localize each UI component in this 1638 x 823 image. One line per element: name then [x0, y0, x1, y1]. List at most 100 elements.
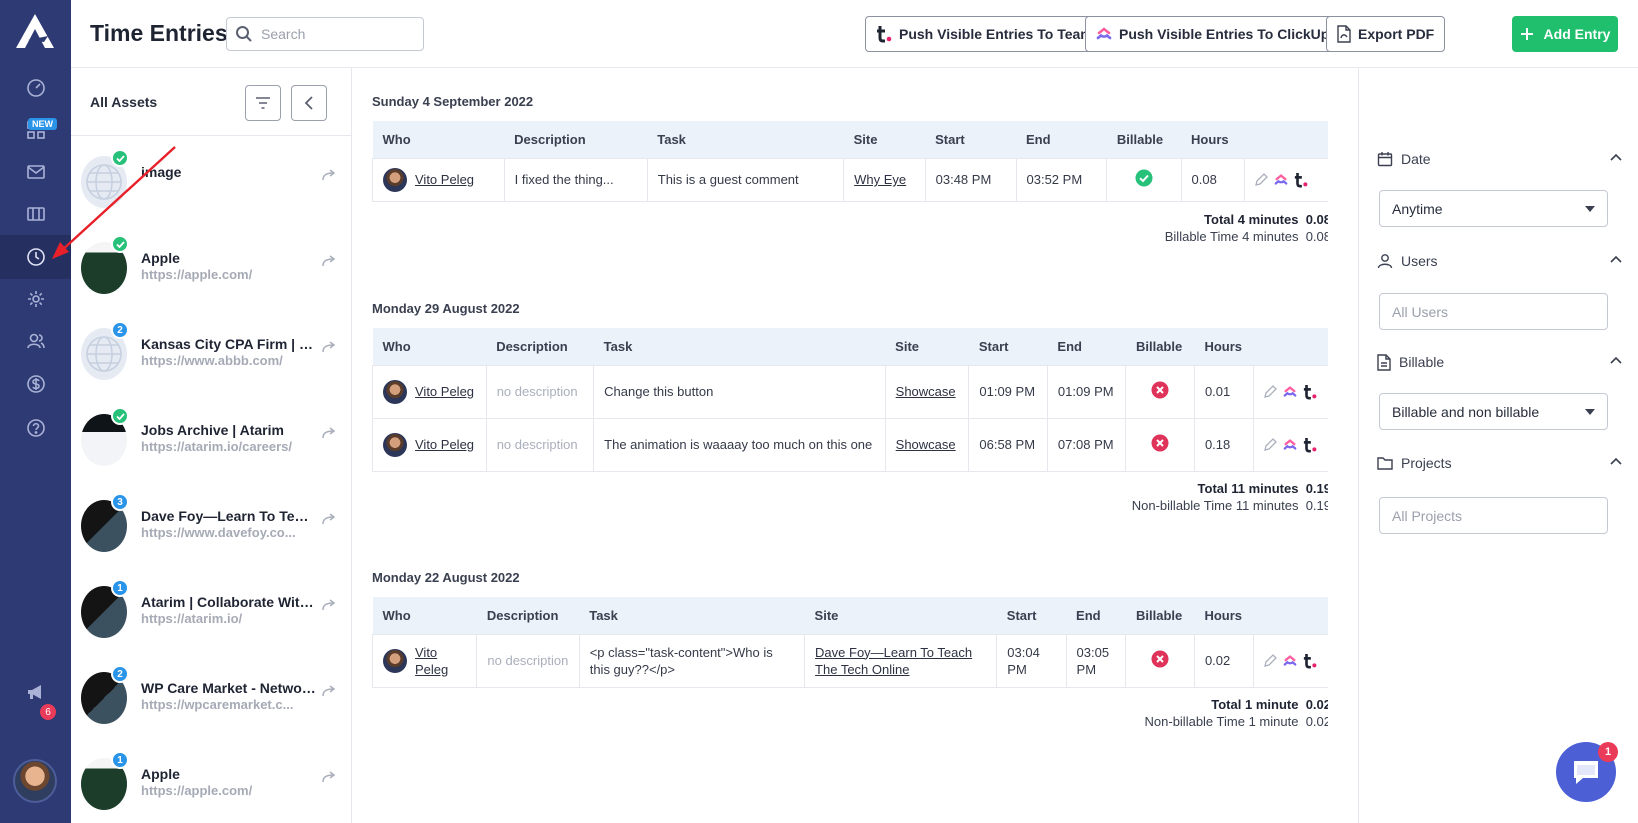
column-header: Billable — [1125, 597, 1195, 634]
teamwork-icon — [876, 25, 892, 43]
search-box[interactable] — [226, 17, 424, 51]
row-actions — [1255, 172, 1320, 188]
folder-icon — [1377, 457, 1393, 470]
column-header: Description — [476, 597, 580, 634]
teamwork-icon[interactable] — [1294, 172, 1308, 188]
share-arrow-icon[interactable] — [322, 168, 336, 186]
asset-item[interactable]: Jobs Archive | Atarim https://atarim.io/c… — [71, 394, 351, 484]
clickup-icon — [1096, 26, 1112, 42]
edit-pencil-icon[interactable] — [1264, 654, 1278, 667]
help-icon[interactable] — [0, 406, 71, 450]
total-hours: 0.08 — [1305, 212, 1328, 227]
column-header: Who — [372, 121, 505, 158]
filter-assets-button[interactable] — [245, 85, 281, 121]
column-header: Billable — [1106, 121, 1182, 158]
settings-icon[interactable] — [0, 277, 71, 321]
site-link[interactable]: Showcase — [895, 384, 956, 399]
users-filter-header[interactable]: Users — [1377, 250, 1622, 272]
asset-item[interactable]: 2 WP Care Market - Networ... https://wpcar… — [71, 652, 351, 742]
billable-select[interactable]: Billable and non billable — [1379, 393, 1608, 430]
asset-name: image — [141, 164, 182, 180]
share-arrow-icon[interactable] — [322, 426, 336, 444]
subtotal-time: 1 minute — [1248, 714, 1299, 729]
export-pdf-button[interactable]: Export PDF — [1326, 16, 1446, 52]
dollar-icon[interactable] — [0, 362, 71, 406]
column-header: Start — [968, 328, 1048, 365]
table-header-row: Who Description Task Site Start End Billable Ho… — [372, 121, 1328, 158]
asset-url: https://www.davefoy.co... — [141, 525, 296, 540]
clickup-icon[interactable] — [1283, 385, 1297, 399]
users-input[interactable] — [1379, 293, 1608, 330]
user-link[interactable]: Vito Peleg — [415, 172, 475, 187]
column-header: Who — [372, 597, 477, 634]
date-select[interactable]: Anytime — [1379, 190, 1608, 227]
edit-pencil-icon[interactable] — [1255, 173, 1269, 186]
inbox-icon[interactable] — [0, 150, 71, 194]
day-heading: Monday 22 August 2022 — [372, 570, 520, 585]
column-header: Who — [372, 328, 487, 365]
total-time: 1 minute — [1244, 697, 1299, 712]
asset-item[interactable]: 3 Dave Foy—Learn To Teac... https://www.da… — [71, 480, 351, 570]
subtotal-time: 4 minutes — [1242, 229, 1299, 244]
asset-item[interactable]: 2 Kansas City CPA Firm | W... https://www.… — [71, 308, 351, 398]
projects-filter-header[interactable]: Projects — [1377, 452, 1622, 474]
asset-item[interactable]: 1 Atarim | Collaborate With... https://ata… — [71, 566, 351, 656]
actions-cell — [1253, 633, 1328, 688]
user-link[interactable]: Vito Peleg — [415, 384, 475, 399]
user-link[interactable]: Vito Peleg — [415, 644, 449, 677]
asset-name: Apple — [141, 250, 180, 266]
megaphone-icon[interactable] — [0, 670, 71, 714]
clickup-icon[interactable] — [1283, 654, 1297, 668]
apps-icon[interactable] — [0, 108, 71, 152]
billable-cell — [1125, 364, 1195, 419]
edit-pencil-icon[interactable] — [1264, 438, 1278, 451]
hours-cell: 0.01 — [1193, 364, 1255, 419]
edit-pencil-icon[interactable] — [1264, 385, 1278, 398]
teamwork-icon[interactable] — [1303, 437, 1317, 453]
share-arrow-icon[interactable] — [322, 598, 336, 616]
site-link[interactable]: Showcase — [895, 437, 956, 452]
total-line: Total 11 minutes 0.19 — [372, 480, 1328, 497]
share-arrow-icon[interactable] — [322, 770, 336, 788]
user-avatar — [383, 432, 407, 457]
start-cell: 06:58 PM — [968, 417, 1048, 472]
dashboard-icon[interactable] — [0, 66, 71, 110]
billable-filter-header[interactable]: Billable — [1377, 351, 1622, 373]
share-arrow-icon[interactable] — [322, 340, 336, 358]
task-cell: The animation is waaaay too much on this… — [593, 417, 886, 472]
board-icon[interactable] — [0, 192, 71, 236]
top-header: Time Entries Push Visible Entries To Tea… — [71, 0, 1638, 68]
asset-item[interactable]: image — [71, 136, 351, 226]
date-filter-header[interactable]: Date — [1377, 148, 1622, 170]
asset-item[interactable]: Apple https://apple.com/ — [71, 222, 351, 312]
teamwork-icon[interactable] — [1303, 653, 1317, 669]
filter-icon — [256, 97, 270, 109]
share-arrow-icon[interactable] — [322, 684, 336, 702]
collapse-panel-button[interactable] — [291, 85, 327, 121]
projects-input[interactable] — [1379, 497, 1608, 534]
clock-icon[interactable] — [0, 235, 71, 279]
billable-cell — [1125, 633, 1195, 688]
clickup-icon[interactable] — [1274, 173, 1288, 187]
share-arrow-icon[interactable] — [322, 512, 336, 530]
user-link[interactable]: Vito Peleg — [415, 437, 475, 452]
comment-count-badge: 1 — [111, 751, 129, 769]
user-avatar[interactable] — [13, 759, 57, 803]
share-arrow-icon[interactable] — [322, 254, 336, 272]
site-link[interactable]: Why Eye — [854, 172, 907, 187]
subtotal-label: Billable Time — [1164, 229, 1239, 244]
teamwork-icon[interactable] — [1303, 384, 1317, 400]
users-icon[interactable] — [0, 319, 71, 363]
asset-item[interactable]: 1 Apple https://apple.com/ — [71, 738, 351, 823]
site-link[interactable]: Dave Foy—Learn To Teach The Tech Online — [815, 644, 973, 677]
billable-no-icon — [1151, 381, 1169, 402]
total-hours: 0.02 — [1305, 697, 1328, 712]
add-entry-button[interactable]: Add Entry — [1512, 16, 1618, 52]
atarim-logo[interactable] — [14, 12, 56, 50]
document-icon — [1377, 353, 1391, 371]
search-input[interactable] — [261, 26, 411, 42]
asset-name: Kansas City CPA Firm | W... — [141, 336, 316, 352]
push-clickup-button[interactable]: Push Visible Entries To ClickUp — [1085, 16, 1341, 52]
column-header: Start — [996, 597, 1067, 634]
clickup-icon[interactable] — [1283, 438, 1297, 452]
